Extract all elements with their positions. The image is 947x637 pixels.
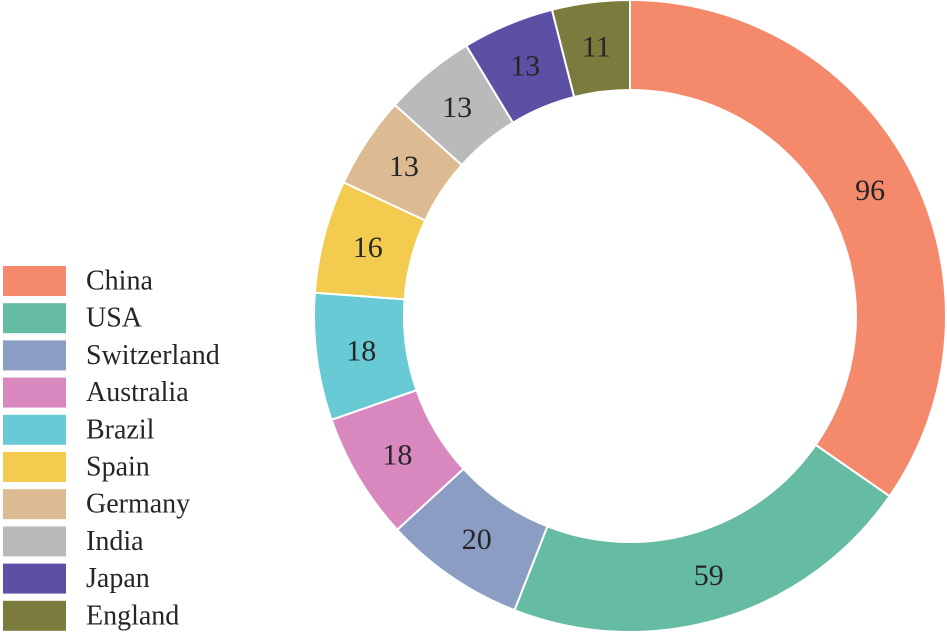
legend-label-japan: Japan	[86, 563, 150, 594]
legend-swatch-australia	[3, 377, 66, 408]
legend-label-usa: USA	[86, 303, 143, 334]
legend-label-brazil: Brazil	[86, 414, 155, 445]
data-label-germany: 13	[389, 150, 419, 183]
legend-label-india: India	[86, 526, 144, 557]
slice-england	[550, 0, 631, 99]
legend-swatch-china	[3, 266, 66, 296]
legend-swatch-japan	[3, 563, 66, 594]
legend-swatch-switzerland	[3, 340, 66, 371]
donut-slices	[313, 0, 947, 633]
legend-swatch-germany	[3, 489, 66, 520]
legend-label-germany: Germany	[86, 489, 190, 520]
data-label-china: 96	[855, 174, 885, 207]
data-label-england: 11	[582, 31, 611, 64]
legend: China USA Switzerland Australia Brazil Spain G…	[3, 266, 220, 631]
legend-swatch-usa	[3, 303, 66, 334]
legend-label-switzerland: Switzerland	[86, 340, 220, 371]
data-label-usa: 59	[694, 559, 724, 592]
legend-swatch-england	[3, 600, 66, 631]
slice-china	[629, 0, 947, 498]
data-labels: 96 59 20 18 18 16 13 13 13 11	[346, 31, 885, 592]
slice-usa	[513, 443, 891, 633]
data-label-japan: 13	[510, 50, 540, 83]
data-label-australia: 18	[382, 439, 412, 472]
legend-label-china: China	[86, 266, 153, 297]
legend-swatch-spain	[3, 452, 66, 482]
data-label-brazil: 18	[346, 335, 376, 368]
data-label-india: 13	[442, 91, 472, 124]
legend-label-australia: Australia	[86, 377, 189, 408]
legend-swatch-brazil	[3, 414, 66, 445]
data-label-spain: 16	[353, 231, 383, 264]
legend-swatch-india	[3, 526, 66, 557]
legend-label-spain: Spain	[86, 452, 150, 483]
legend-label-england: England	[86, 600, 179, 631]
data-label-switzerland: 20	[462, 523, 492, 556]
